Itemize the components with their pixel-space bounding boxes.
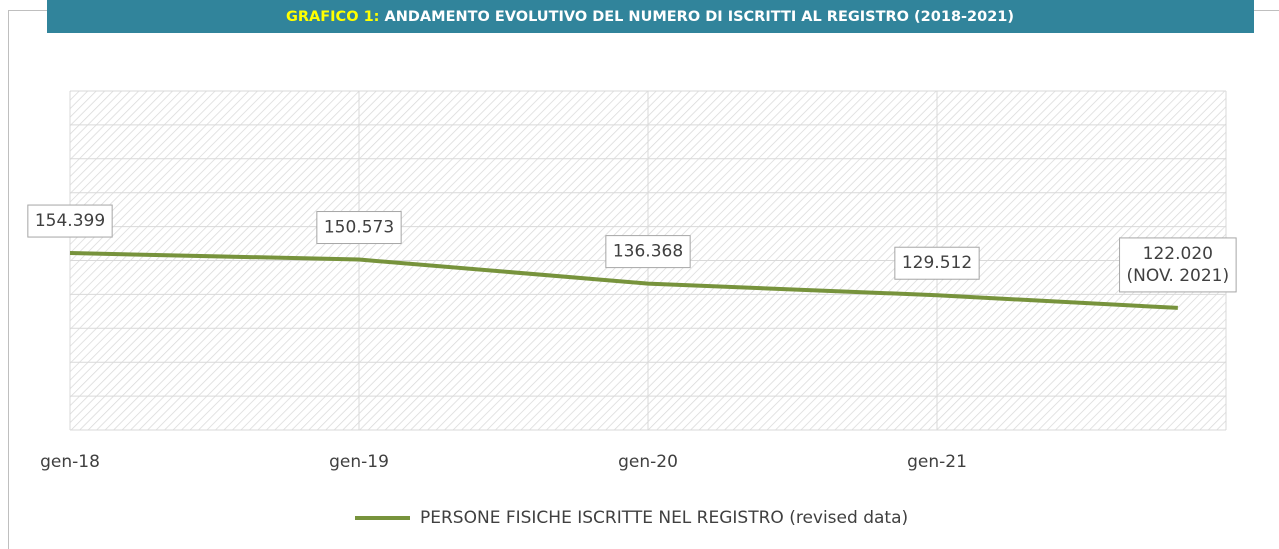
title-text: ANDAMENTO EVOLUTIVO DEL NUMERO DI ISCRIT… [385, 9, 1015, 25]
data-label-group: 150.573 [316, 211, 402, 245]
data-label-line: 122.020 [1143, 244, 1213, 264]
data-label-box [605, 235, 691, 269]
data-label-line: (NOV. 2021) [1127, 266, 1230, 286]
series-line [69, 251, 1178, 310]
data-label-group: 136.368 [605, 235, 691, 269]
data-label-box [1119, 237, 1237, 293]
data-label-group: 122.020 (NOV. 2021) [1119, 237, 1237, 293]
data-label-box [316, 211, 402, 245]
chart-title: GRAFICO 1: ANDAMENTO EVOLUTIVO DEL NUMER… [286, 9, 1014, 25]
data-label-group: 154.399 [27, 204, 113, 238]
data-label-group: 129.512 [894, 246, 980, 280]
x-tick-label: gen-18 [40, 452, 100, 472]
data-label-box [894, 246, 980, 280]
data-label: 129.512 [902, 253, 972, 273]
data-label: 154.399 [35, 211, 105, 231]
title-prefix: GRAFICO 1: [286, 9, 380, 25]
x-tick-label: gen-20 [618, 452, 678, 472]
data-label: 150.573 [324, 218, 394, 238]
data-label-box [27, 204, 113, 238]
title-banner [47, 0, 1254, 33]
legend-label: PERSONE FISICHE ISCRITTE NEL REGISTRO (r… [420, 508, 908, 528]
data-label: 136.368 [613, 242, 683, 262]
data-label: 122.020 (NOV. 2021) [1127, 244, 1230, 286]
x-tick-label: gen-21 [907, 452, 967, 472]
x-tick-label: gen-19 [329, 452, 389, 472]
